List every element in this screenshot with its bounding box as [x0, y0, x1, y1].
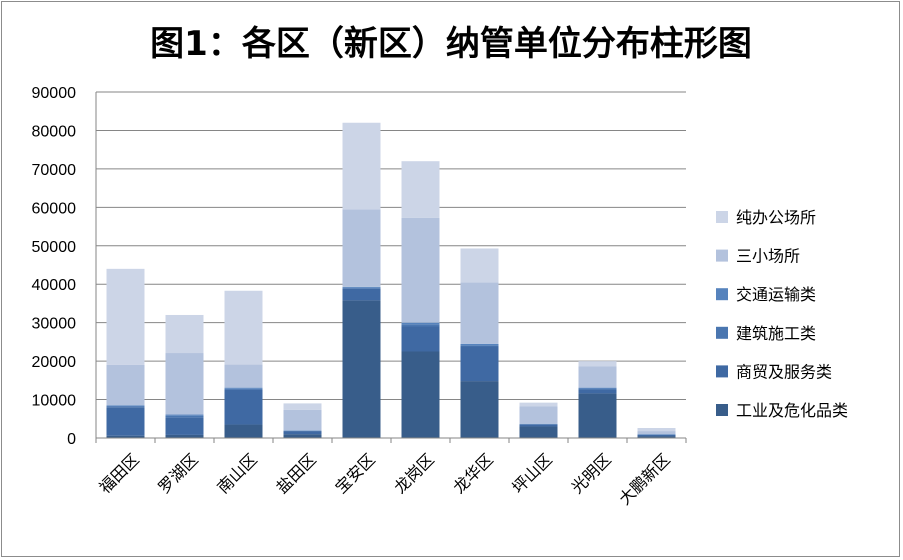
bar-segment: [519, 402, 558, 407]
bar-segment: [578, 388, 617, 390]
bar-segment: [342, 122, 381, 210]
legend-label: 交通运输类: [736, 285, 816, 304]
bar-segment: [224, 364, 263, 388]
y-tick-label: 0: [67, 431, 76, 448]
bar-segment: [637, 428, 676, 432]
bar-segment: [283, 434, 322, 438]
bar-segment: [224, 388, 263, 390]
bar-segment: [165, 415, 204, 418]
chart-title: 图1：各区（新区）纳管单位分布柱形图: [150, 24, 752, 64]
legend-swatch: [716, 326, 728, 339]
bar-segment: [224, 290, 263, 365]
legend-swatch: [716, 365, 728, 378]
bar-segment: [283, 403, 322, 410]
bar-segment: [519, 426, 558, 438]
bar-segment: [401, 161, 440, 218]
x-axis: [95, 92, 687, 443]
bar-segment: [106, 435, 145, 438]
legend-swatch: [716, 288, 728, 301]
bar-segment: [578, 387, 617, 389]
x-category-label: 大鹏新区: [615, 450, 674, 509]
x-category-label: 罗湖区: [154, 450, 201, 497]
bar-segment: [401, 322, 440, 325]
x-category-label: 光明区: [567, 450, 614, 497]
bar-segment: [460, 381, 499, 438]
legend-swatch: [716, 211, 728, 223]
bar-segment: [342, 286, 381, 288]
x-category-label: 龙华区: [449, 450, 496, 497]
bar-segment: [165, 353, 204, 415]
bar-segment: [165, 414, 204, 416]
bar-segment: [578, 393, 617, 438]
y-tick-label: 80000: [32, 123, 77, 140]
bar-segment: [401, 217, 440, 323]
y-tick-label: 90000: [32, 85, 77, 102]
bar-segment: [283, 409, 322, 431]
bar-segment: [106, 406, 145, 408]
legend-swatch: [716, 404, 728, 416]
legend-label: 三小场所: [736, 247, 800, 266]
bar-segment: [165, 434, 204, 438]
bar-stacks: [106, 122, 676, 438]
bar-segment: [460, 282, 499, 344]
x-category-label: 坪山区: [508, 450, 555, 497]
bar-segment: [401, 351, 440, 438]
bar-segment: [401, 324, 440, 327]
y-tick-label: 40000: [32, 277, 77, 294]
bar-segment: [342, 287, 381, 289]
bar-segment: [106, 405, 145, 407]
x-category-label: 南山区: [213, 450, 260, 497]
bar-segment: [342, 209, 381, 287]
bar-segment: [165, 417, 204, 435]
bar-segment: [224, 424, 263, 438]
bar-segment: [578, 389, 617, 394]
bar-segment: [283, 431, 322, 435]
legend-swatch: [716, 249, 728, 262]
y-tick-label: 60000: [32, 200, 77, 217]
y-axis-ticks: 0 10000 20000 30000 40000 50000 60000 70000 8000…: [32, 85, 77, 448]
bar-segment: [637, 431, 676, 435]
y-tick-label: 50000: [32, 239, 77, 256]
legend-label: 建筑施工类: [736, 324, 816, 343]
legend-label: 商贸及服务类: [736, 362, 832, 381]
bar-segment: [460, 345, 499, 347]
bar-segment: [342, 288, 381, 301]
bar-segment: [637, 436, 676, 438]
bar-segment: [342, 300, 381, 438]
y-tick-label: 20000: [32, 354, 77, 371]
y-tick-label: 10000: [32, 393, 77, 410]
x-category-label: 盐田区: [272, 450, 319, 497]
x-category-label: 宝安区: [331, 450, 378, 497]
bar-segment: [224, 389, 263, 425]
x-category-label: 龙岗区: [390, 450, 437, 497]
x-category-label: 福田区: [95, 450, 142, 497]
legend-label: 工业及危化品类: [736, 401, 848, 420]
bar-segment: [578, 366, 617, 388]
bar-segment: [106, 407, 145, 436]
bar-segment: [637, 434, 676, 437]
bar-segment: [460, 346, 499, 382]
bar-segment: [165, 314, 204, 354]
bar-segment: [578, 361, 617, 367]
y-tick-label: 30000: [32, 316, 77, 333]
legend-label: 纯办公场所: [736, 208, 816, 227]
bar-segment: [460, 248, 499, 283]
bar-segment: [401, 326, 440, 352]
y-tick-label: 70000: [32, 162, 77, 179]
bar-segment: [106, 364, 145, 406]
bar-segment: [460, 343, 499, 346]
bar-segment: [519, 406, 558, 424]
x-axis-categories: 福田区 罗湖区 南山区 盐田区 宝安区 龙岗区 龙华区 坪山区 光明区 大鹏新区: [95, 450, 673, 509]
bar-segment: [106, 268, 145, 365]
bar-segment: [519, 424, 558, 427]
bar-segment: [224, 387, 263, 389]
